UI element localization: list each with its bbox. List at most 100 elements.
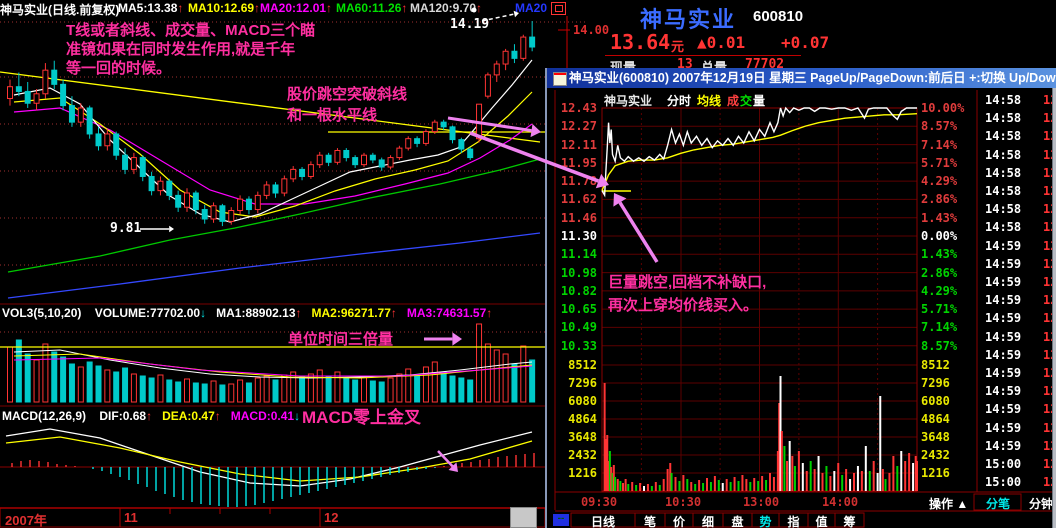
- ma-label: MA60:11.26↑: [336, 1, 408, 15]
- tick-row-time: 14:59: [985, 238, 1022, 253]
- ma-label: MA5:13.38↑: [118, 1, 184, 15]
- annotation-gap-buy: 巨量跳空,回档不补缺口, 再次上穿均价线买入。: [608, 274, 767, 314]
- price-scale-label: 11.78: [560, 174, 597, 189]
- percent-scale-label: 4.29%: [921, 283, 958, 298]
- window-titlebar[interactable]: 神马实业(600810) 2007年12月19日 星期三 PageUp/Page…: [547, 68, 1056, 88]
- legend-volume[interactable]: 交: [740, 94, 753, 108]
- macd-indicator-value: DEA:0.47↑: [162, 409, 221, 423]
- tick-row-time: 14:59: [985, 438, 1022, 453]
- percent-scale-label: 8.57%: [921, 119, 958, 134]
- period-tab-盘[interactable]: 盘: [731, 515, 744, 528]
- last-price: 13.64: [610, 30, 671, 54]
- price-scale-label: 12.43: [560, 101, 597, 115]
- price-scale-label: 11.30: [560, 228, 597, 243]
- price-axis-label: 14.00: [573, 23, 610, 37]
- volume-scale-right-label: 3648: [921, 430, 950, 444]
- macd-indicator-value: DIF:0.68↑: [99, 409, 153, 423]
- intraday-chart-canvas: [554, 90, 1052, 528]
- period-tab-日线[interactable]: 日线: [590, 515, 615, 528]
- percent-scale-label: 2.86%: [921, 265, 958, 280]
- tick-row-time: 14:59: [985, 329, 1022, 344]
- volume-scale-label: 2432: [568, 448, 597, 462]
- vol-indicator-value: VOLUME:77702.00↓: [94, 306, 207, 320]
- period-tab-指[interactable]: 指: [787, 515, 800, 528]
- date-axis: 2007年 11 12: [0, 508, 545, 528]
- price-scale-label: 11.95: [560, 155, 597, 170]
- view-tab-1[interactable]: 分时: [667, 94, 692, 108]
- period-tab-筹[interactable]: 筹: [843, 515, 856, 528]
- restore-icon[interactable]: [551, 2, 566, 15]
- percent-scale-label: 7.14%: [921, 320, 958, 335]
- year-label: 2007年: [5, 513, 47, 528]
- stock-name: 神马实业: [640, 7, 737, 32]
- volume-indicator-name: VOL3(5,10,20): [2, 306, 82, 320]
- vol-indicator-value: MA2:96271.77↑: [311, 306, 397, 320]
- kline-header: 神马实业(日线.前复权) MA5:13.38↑ MA10:12.69↑ MA20:1…: [0, 0, 610, 17]
- up-arrow-icon: ↑: [326, 1, 333, 15]
- percent-scale-label: 10.00%: [921, 101, 965, 115]
- price-scale-label: 10.33: [560, 338, 597, 353]
- volume-scale-right-label: 2432: [921, 448, 950, 462]
- tab-fenbi[interactable]: 分笔: [985, 497, 1010, 511]
- period-tab-势[interactable]: 势: [759, 515, 772, 528]
- volume-scale-right-label: 8512: [921, 358, 950, 372]
- price-scale-label: 11.14: [560, 247, 597, 262]
- tick-row-time: 14:58: [985, 184, 1022, 198]
- up-arrow-icon: ↑: [476, 1, 483, 15]
- percent-scale-label: 4.29%: [921, 174, 958, 189]
- percent-scale-label: 0.00%: [921, 228, 958, 243]
- price-scale-label: 10.98: [560, 265, 597, 280]
- tick-row-time: 14:59: [985, 402, 1022, 417]
- month-label-11: 11: [124, 510, 138, 525]
- period-tab-细[interactable]: 细: [701, 515, 714, 528]
- annotation-tline-rule: T线或者斜线、成交量、MACD三个瞄 准镜如果在同时发生作用,就是千年 等一回的…: [66, 22, 316, 77]
- legend-volume[interactable]: 成: [727, 94, 740, 108]
- volume-scale-label: 3648: [568, 430, 597, 444]
- legend-volume[interactable]: 量: [753, 94, 766, 108]
- period-tab-价[interactable]: 价: [672, 515, 685, 528]
- time-axis-label: 09:30: [580, 495, 618, 509]
- stock-code: 600810: [753, 8, 804, 25]
- ma-label: MA120:9.70↑: [410, 1, 483, 15]
- ma-label: MA10:12.69↑: [188, 1, 261, 15]
- action-button[interactable]: 操作 ▲: [929, 497, 969, 511]
- tick-row-time: 14:58: [985, 165, 1022, 180]
- percent-scale-label: 5.71%: [921, 302, 958, 317]
- period-tab-笔[interactable]: 笔: [643, 515, 656, 528]
- percent-scale-label: 8.57%: [921, 338, 958, 353]
- volume-scale-label: 8512: [568, 358, 597, 372]
- percent-scale-label: 1.43%: [921, 247, 958, 262]
- high-price-label: 14.19: [450, 17, 490, 32]
- vol-indicator-value: MA1:88902.13↑: [216, 306, 302, 320]
- ma-label: MA20: [515, 1, 548, 15]
- annotation-breakout: 股价跳空突破斜线 和一根水平线: [287, 86, 408, 124]
- price-scale-label: 12.11: [560, 137, 597, 152]
- tick-row-time: 14:59: [985, 311, 1022, 326]
- tick-row-time: 14:58: [985, 147, 1022, 162]
- price-scale-label: 10.65: [560, 302, 597, 317]
- ma-label: MA20:12.01↑: [260, 1, 333, 15]
- volume-scale-label: 6080: [568, 394, 597, 408]
- price-scale-label: 11.46: [560, 210, 597, 225]
- tick-row-time: 15:00: [985, 457, 1022, 471]
- tab-fenzhong[interactable]: 分钟: [1029, 497, 1054, 511]
- resize-corner[interactable]: [510, 507, 537, 528]
- volume-scale-label: 4864: [568, 412, 597, 426]
- legend-volume[interactable]: 均线: [697, 94, 722, 108]
- volume-scale-right-label: 6080: [921, 394, 950, 408]
- intraday-window: 神马实业(600810) 2007年12月19日 星期三 PageUp/Page…: [545, 68, 1056, 528]
- price-change: +0.07: [781, 33, 830, 52]
- price-unit: 元: [671, 39, 685, 54]
- quote-panel: 神马实业 600810 13.64 元 ▲0.01 +0.07 现量 13 总量…: [585, 0, 1056, 75]
- volume-scale-label: 1216: [568, 466, 597, 480]
- period-tab-值[interactable]: 值: [815, 515, 828, 528]
- percent-scale-label: 5.71%: [921, 155, 958, 170]
- volume-scale-right-label: 4864: [921, 412, 950, 426]
- macd-indicator-value: MACD:0.41↓: [230, 409, 301, 423]
- view-tab-0: 神马实业: [604, 94, 653, 108]
- tick-row-time: 14:59: [985, 293, 1022, 308]
- tick-row-time: 14:58: [985, 111, 1022, 126]
- tick-row-time: 15:00: [985, 475, 1022, 490]
- up-arrow-icon: ↑: [254, 1, 261, 15]
- minimize-icon[interactable]: --: [553, 514, 569, 526]
